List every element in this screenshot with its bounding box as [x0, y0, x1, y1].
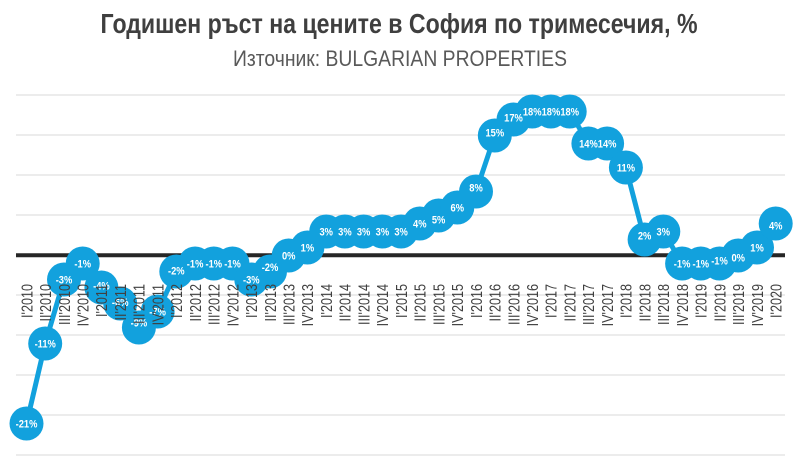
svg-text:II'2019: II'2019 [711, 284, 728, 322]
svg-text:6%: 6% [451, 203, 464, 215]
svg-text:II'2017: II'2017 [561, 284, 578, 322]
svg-text:-9%: -9% [131, 318, 148, 330]
svg-text:III'2017: III'2017 [580, 284, 597, 325]
svg-text:-3%: -3% [243, 275, 260, 287]
svg-text:15%: 15% [485, 128, 504, 140]
svg-text:18%: 18% [542, 107, 561, 119]
svg-text:14%: 14% [598, 139, 617, 151]
svg-text:IV'2016: IV'2016 [524, 284, 541, 327]
svg-text:I'2018: I'2018 [617, 284, 634, 318]
svg-text:I'2011: I'2011 [93, 284, 110, 317]
svg-text:II'2010: II'2010 [37, 284, 54, 322]
svg-text:II'2015: II'2015 [411, 284, 428, 322]
svg-text:IV'2013: IV'2013 [299, 284, 316, 327]
svg-text:I'2014: I'2014 [318, 284, 335, 318]
svg-text:5%: 5% [432, 215, 445, 227]
svg-text:III'2011: III'2011 [130, 284, 147, 324]
svg-text:1%: 1% [301, 243, 314, 255]
svg-text:I'2020: I'2020 [767, 284, 784, 318]
svg-text:III'2013: III'2013 [280, 284, 297, 325]
svg-text:-7%: -7% [149, 307, 166, 319]
svg-text:Източник: BULGARIAN PROPERTIES: Източник: BULGARIAN PROPERTIES [233, 46, 567, 71]
svg-text:4%: 4% [769, 221, 782, 233]
svg-text:-11%: -11% [35, 339, 56, 351]
svg-text:-1%: -1% [692, 259, 709, 271]
svg-text:-2%: -2% [168, 266, 185, 278]
svg-text:8%: 8% [469, 183, 482, 195]
svg-text:4%: 4% [413, 219, 426, 231]
svg-text:0%: 0% [731, 253, 744, 265]
svg-text:IV'2012: IV'2012 [224, 284, 241, 327]
svg-text:-4%: -4% [93, 281, 110, 293]
svg-text:III'2012: III'2012 [205, 284, 222, 325]
svg-text:IV'2014: IV'2014 [374, 284, 391, 327]
svg-text:2%: 2% [638, 231, 651, 243]
svg-text:II'2014: II'2014 [336, 284, 353, 322]
svg-text:III'2015: III'2015 [430, 284, 447, 325]
svg-text:11%: 11% [617, 163, 635, 175]
svg-text:IV'2019: IV'2019 [749, 284, 766, 327]
svg-text:I'2012: I'2012 [168, 284, 185, 318]
svg-text:-1%: -1% [224, 259, 241, 271]
svg-text:-1%: -1% [674, 259, 691, 271]
svg-text:I'2010: I'2010 [18, 284, 35, 318]
svg-text:I'2013: I'2013 [243, 284, 260, 318]
svg-text:II'2012: II'2012 [187, 284, 204, 322]
svg-text:IV'2011: IV'2011 [149, 284, 166, 326]
svg-text:IV'2010: IV'2010 [74, 284, 91, 327]
svg-text:3%: 3% [319, 227, 332, 239]
svg-text:II'2018: II'2018 [636, 284, 653, 322]
svg-text:I'2015: I'2015 [393, 284, 410, 318]
svg-text:II'2011: II'2011 [112, 284, 129, 321]
svg-text:III'2019: III'2019 [730, 284, 747, 325]
svg-text:-1%: -1% [711, 256, 728, 268]
svg-text:-1%: -1% [187, 259, 204, 271]
svg-text:Годишен ръст на цените в София: Годишен ръст на цените в София по тримес… [101, 8, 698, 39]
svg-text:3%: 3% [657, 227, 670, 239]
svg-text:III'2010: III'2010 [56, 284, 73, 325]
svg-text:18%: 18% [560, 107, 579, 119]
svg-text:-1%: -1% [74, 259, 91, 271]
svg-text:14%: 14% [579, 139, 598, 151]
svg-text:II'2016: II'2016 [486, 284, 503, 322]
svg-text:-6%: -6% [112, 297, 129, 309]
svg-text:18%: 18% [523, 107, 542, 119]
svg-text:-21%: -21% [16, 419, 38, 431]
svg-text:I'2016: I'2016 [468, 284, 485, 318]
svg-text:0%: 0% [282, 251, 295, 263]
svg-text:1%: 1% [750, 243, 763, 255]
svg-text:3%: 3% [376, 227, 389, 239]
svg-text:-2%: -2% [262, 262, 279, 274]
svg-text:III'2018: III'2018 [655, 284, 672, 325]
svg-text:I'2017: I'2017 [542, 284, 559, 318]
svg-text:IV'2017: IV'2017 [599, 284, 616, 327]
svg-text:III'2014: III'2014 [355, 284, 372, 325]
svg-text:III'2016: III'2016 [505, 284, 522, 325]
svg-text:-1%: -1% [205, 259, 222, 271]
svg-text:17%: 17% [504, 113, 523, 125]
svg-text:IV'2015: IV'2015 [449, 284, 466, 327]
svg-text:3%: 3% [338, 227, 351, 239]
svg-text:3%: 3% [357, 227, 370, 239]
svg-text:II'2013: II'2013 [262, 284, 279, 322]
svg-text:I'2019: I'2019 [692, 284, 709, 318]
svg-text:IV'2018: IV'2018 [674, 284, 691, 327]
svg-text:-3%: -3% [56, 275, 73, 287]
svg-text:3%: 3% [394, 227, 407, 239]
